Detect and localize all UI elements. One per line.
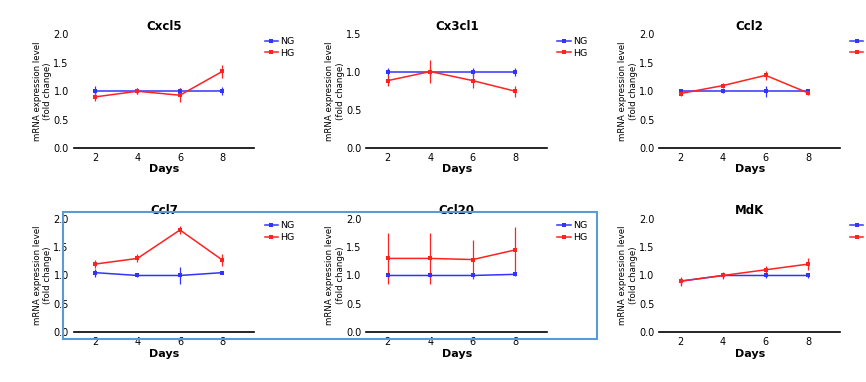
Y-axis label: mRNA expression level
(fold change): mRNA expression level (fold change) xyxy=(326,42,345,141)
X-axis label: Days: Days xyxy=(442,349,472,359)
X-axis label: Days: Days xyxy=(734,164,765,174)
Legend: NG, HG: NG, HG xyxy=(264,37,294,58)
X-axis label: Days: Days xyxy=(734,349,765,359)
Legend: NG, HG: NG, HG xyxy=(850,37,866,58)
Y-axis label: mRNA expression level
(fold change): mRNA expression level (fold change) xyxy=(33,226,52,325)
Title: MdK: MdK xyxy=(735,204,765,217)
Title: Cxcl5: Cxcl5 xyxy=(146,20,182,33)
Legend: NG, HG: NG, HG xyxy=(264,221,294,242)
Title: Ccl20: Ccl20 xyxy=(439,204,475,217)
Title: Cx3cl1: Cx3cl1 xyxy=(435,20,479,33)
Title: Ccl2: Ccl2 xyxy=(736,20,764,33)
Y-axis label: mRNA expression level
(fold change): mRNA expression level (fold change) xyxy=(618,226,637,325)
X-axis label: Days: Days xyxy=(149,164,179,174)
Legend: NG, HG: NG, HG xyxy=(850,221,866,242)
X-axis label: Days: Days xyxy=(149,349,179,359)
Y-axis label: mRNA expression level
(fold change): mRNA expression level (fold change) xyxy=(326,226,345,325)
Title: Ccl7: Ccl7 xyxy=(150,204,178,217)
Legend: NG, HG: NG, HG xyxy=(558,37,588,58)
Y-axis label: mRNA expression level
(fold change): mRNA expression level (fold change) xyxy=(33,42,52,141)
Y-axis label: mRNA expression level
(fold change): mRNA expression level (fold change) xyxy=(618,42,637,141)
X-axis label: Days: Days xyxy=(442,164,472,174)
Legend: NG, HG: NG, HG xyxy=(558,221,588,242)
